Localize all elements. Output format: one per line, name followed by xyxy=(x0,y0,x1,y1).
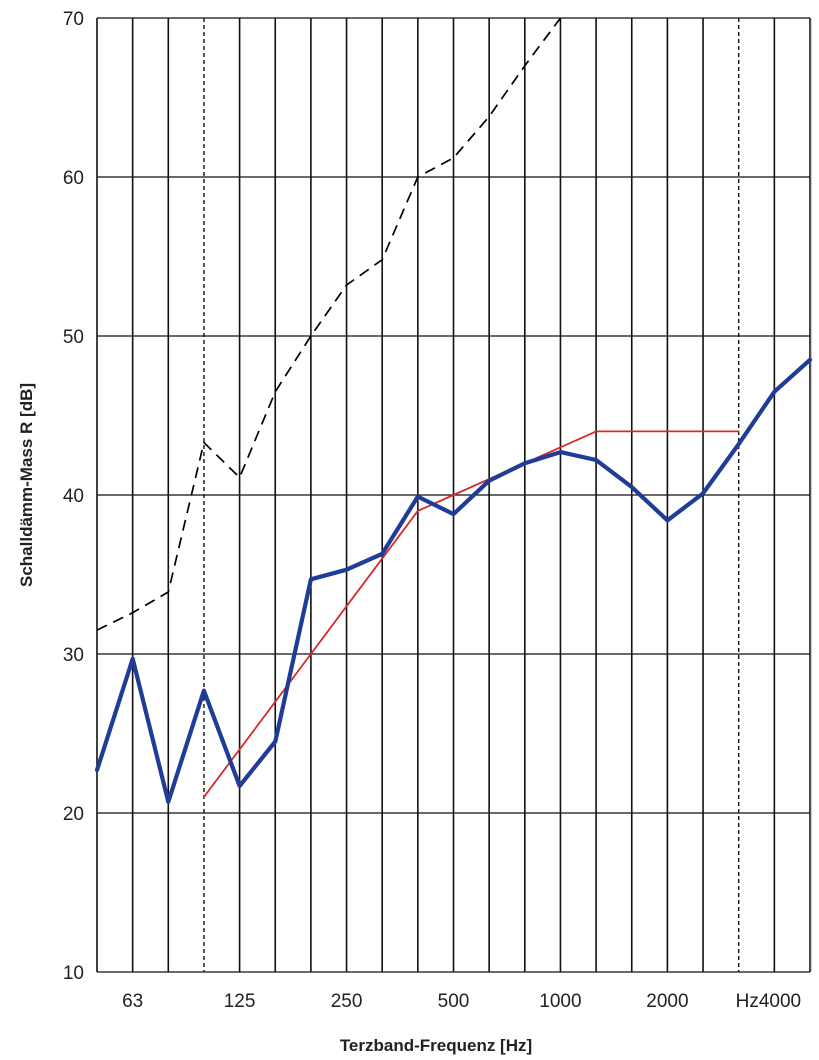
y-tick-label: 30 xyxy=(63,645,84,666)
y-tick-label: 50 xyxy=(63,327,84,348)
series-line-thick-solid xyxy=(94,357,813,804)
y-tick-labels: 10 20 30 40 50 60 70 xyxy=(63,9,84,984)
series-line-dashed xyxy=(96,17,562,631)
y-tick-label: 20 xyxy=(63,804,84,825)
x-tick-label: 63 xyxy=(122,991,143,1012)
x-tick-label: 125 xyxy=(224,991,256,1012)
x-tick-label: 1000 xyxy=(539,991,581,1012)
y-axis-title: Schalldämm-Mass R [dB] xyxy=(17,383,36,587)
x-tick-label: 250 xyxy=(331,991,363,1012)
series-lines xyxy=(94,17,813,804)
series-line-thin-solid xyxy=(203,430,740,798)
y-tick-label: 70 xyxy=(63,9,84,30)
reference-lines xyxy=(203,18,740,972)
x-tick-label: 500 xyxy=(438,991,470,1012)
x-tick-label: 2000 xyxy=(646,991,688,1012)
y-tick-label: 10 xyxy=(63,963,84,984)
grid xyxy=(96,17,812,973)
y-tick-label: 40 xyxy=(63,486,84,507)
x-tick-label: Hz4000 xyxy=(736,991,802,1012)
x-tick-labels: 63 125 250 500 1000 2000 Hz4000 xyxy=(122,991,801,1012)
y-tick-label: 60 xyxy=(63,168,84,189)
x-axis-title: Terzband-Frequenz [Hz] xyxy=(340,1036,532,1055)
